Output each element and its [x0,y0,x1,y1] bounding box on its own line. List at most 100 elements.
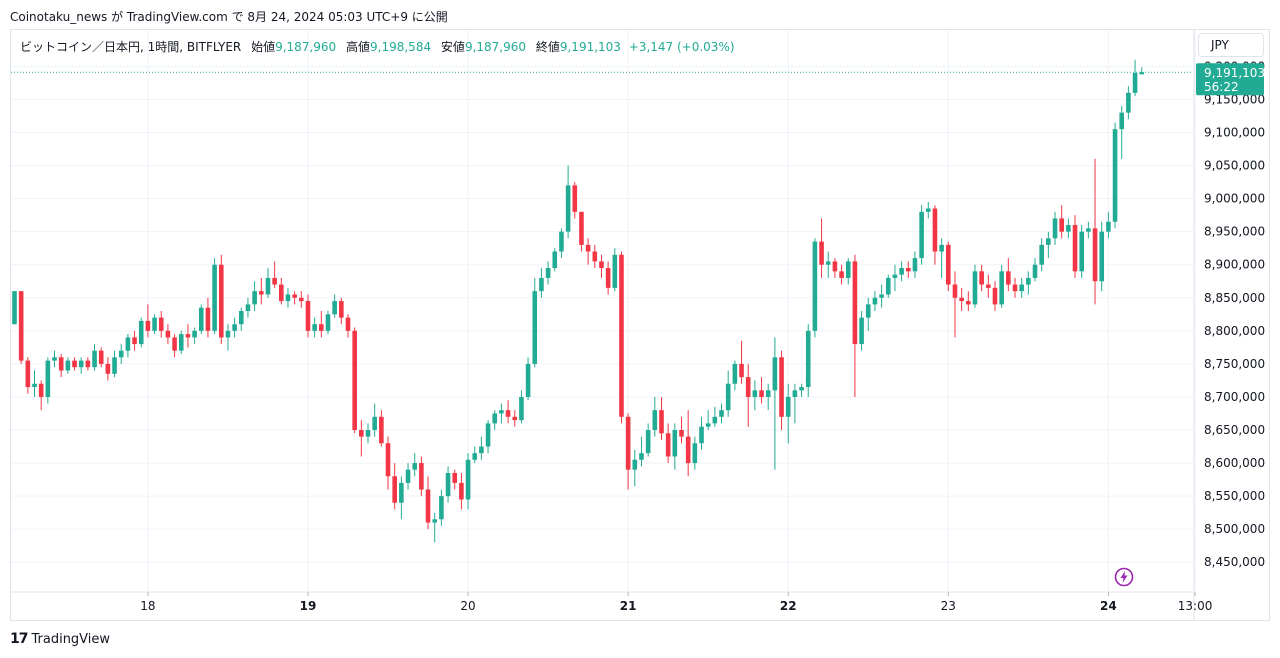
candle-body [192,330,197,338]
candle [992,281,998,311]
candle [138,317,144,348]
footer-brand[interactable]: TradingView [31,631,111,647]
candle-body [1019,284,1024,292]
candle [925,201,931,219]
candle [792,383,798,424]
candle [905,261,911,278]
candle-body [652,410,658,431]
candle [612,248,618,292]
candle [419,456,424,497]
candle-body [72,360,77,368]
candle [18,291,24,364]
price-tick-label: 9,050,000 [1204,159,1265,173]
candle-body [665,433,671,457]
candle [772,337,778,470]
change-value: +3,147 (+0.03%) [628,40,735,54]
candle-body [78,360,84,368]
candle [712,406,718,427]
candle [972,264,978,308]
candle [92,344,97,371]
price-tick-label: 8,850,000 [1204,291,1265,305]
candle [1086,221,1091,239]
candle-body [966,301,971,305]
candle [225,324,231,351]
candle-body [1026,277,1031,285]
candle-body [612,254,618,288]
candle-body [165,330,171,338]
candle-body [425,489,431,523]
candle [332,294,337,318]
candle [1132,59,1138,97]
candle [325,311,331,335]
price-tick-label: 8,550,000 [1204,489,1265,503]
candle-body [1012,284,1018,292]
time-tick-label: 23 [941,599,956,613]
candle [572,182,578,219]
tradingview-logo-icon[interactable]: 17 [10,631,29,647]
candle-body [365,430,371,437]
candle [705,410,711,431]
candle [72,357,77,371]
candle-body [939,244,944,252]
candle [405,463,411,490]
candle [85,357,91,371]
candle [445,466,451,503]
candle-body [946,244,951,285]
candle-body [479,446,484,454]
candle [719,403,724,424]
candle-body [392,476,397,503]
candle [919,205,924,265]
candle-body [699,426,704,444]
currency-button[interactable]: JPY [1198,33,1264,57]
candle [725,370,731,417]
candle [1066,218,1071,239]
candle [745,363,751,427]
candle-body [1066,225,1071,232]
candle [319,311,324,338]
publisher-line: Coinotaku_news が TradingView.com で 8月 24… [10,10,448,24]
candle-body [359,430,364,437]
candle-body [98,350,104,364]
candle-body [319,324,324,331]
candle-body [752,390,758,397]
price-axis: 8,450,000 8,500,000 8,550,000 8,600,000 8,65… [1204,59,1265,569]
candle-body [1126,92,1131,113]
candle-body [932,208,938,252]
candle-body [85,360,91,368]
candle [759,377,764,404]
candle [52,350,57,368]
lightning-icon[interactable] [1114,567,1134,587]
candle-body [692,443,698,464]
candle-body [499,410,504,414]
candle [645,423,651,457]
candle-body [632,459,638,470]
candle [785,383,791,444]
candle-body [999,271,1004,305]
candle [1112,122,1118,229]
candle [1059,205,1064,239]
candle-body [232,324,237,331]
candle-body [58,357,64,371]
candle-body [1072,225,1078,272]
price-tag: 9,191,103 56:22 [1196,63,1265,96]
candle [986,274,991,298]
candle-body [92,350,97,368]
candle-body [832,261,838,272]
candle-body [705,423,711,427]
candle [1052,211,1058,245]
candle [499,403,504,424]
candle [1026,271,1031,295]
candle-body [245,304,251,311]
candle-body [539,277,544,292]
candle-body [765,390,771,397]
candle-body [779,357,784,417]
candle [912,251,918,278]
candle-body [205,307,211,331]
symbol-name[interactable]: ビットコイン／日本円, 1時間, BITFLYER [20,40,242,54]
candle [252,281,257,311]
candle-body [719,410,724,417]
candle [899,261,904,282]
candle [632,449,638,487]
candle-body [1092,228,1098,282]
